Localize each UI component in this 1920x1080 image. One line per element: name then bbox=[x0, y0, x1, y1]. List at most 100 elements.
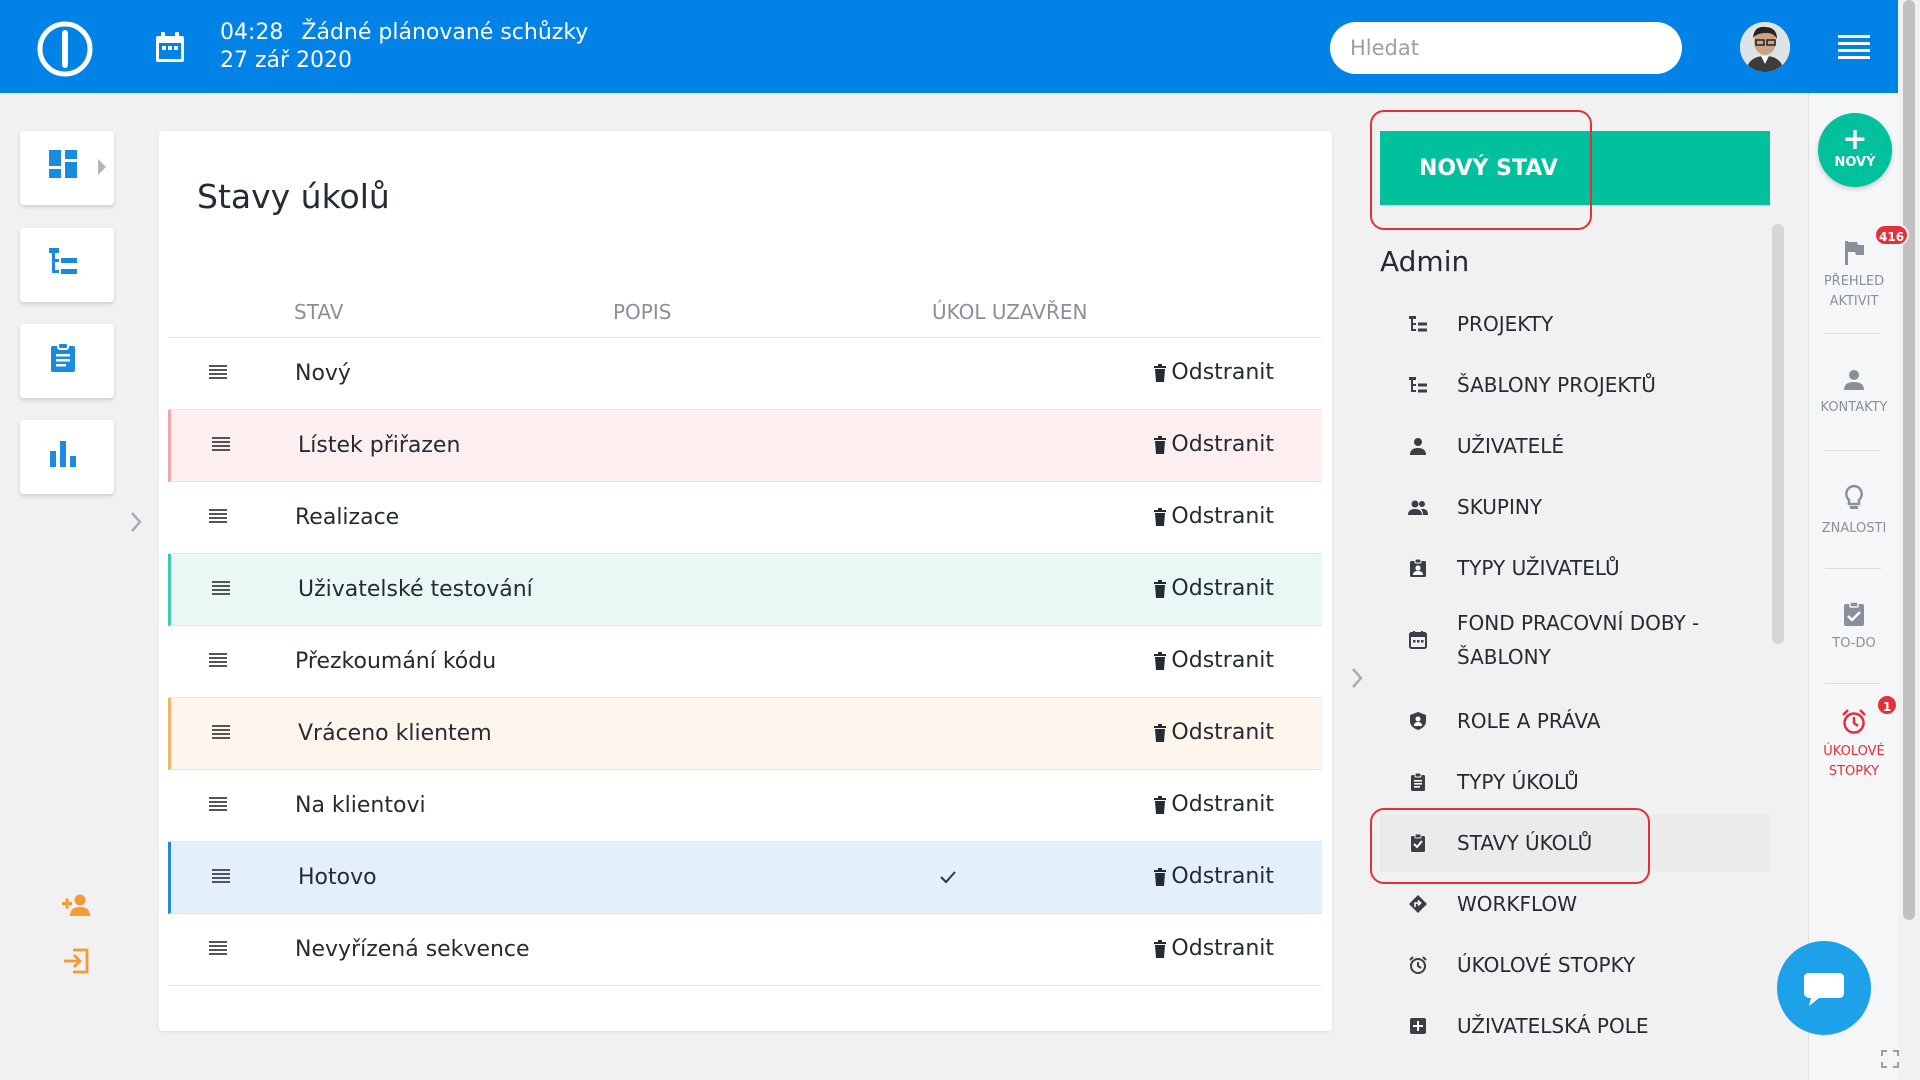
add-user-icon[interactable] bbox=[62, 893, 92, 917]
state-name[interactable]: Vráceno klientem bbox=[298, 721, 492, 746]
clipboard-icon bbox=[51, 342, 75, 372]
table-row[interactable]: Uživatelské testování Odstranit bbox=[168, 554, 1322, 626]
nav-dashboard[interactable] bbox=[20, 131, 114, 205]
admin-menu-item[interactable]: SKUPINY bbox=[1380, 478, 1769, 536]
drag-handle-icon[interactable] bbox=[208, 652, 228, 668]
admin-menu-item[interactable]: TYPY ÚKOLŮ bbox=[1380, 753, 1769, 811]
sidebar-label: TO-DO bbox=[1832, 636, 1876, 651]
drag-handle-icon[interactable] bbox=[211, 580, 231, 596]
table-row[interactable]: Hotovo Odstranit bbox=[168, 842, 1322, 914]
fullscreen-icon[interactable] bbox=[1881, 1050, 1899, 1068]
table-row[interactable]: Realizace Odstranit bbox=[168, 482, 1322, 554]
sidebar-item-todo[interactable]: TO-DO bbox=[1810, 600, 1898, 654]
table-row[interactable]: Na klientovi Odstranit bbox=[168, 770, 1322, 842]
person-icon bbox=[1844, 370, 1864, 390]
state-name[interactable]: Lístek přiřazen bbox=[298, 433, 461, 458]
state-name[interactable]: Nový bbox=[295, 361, 351, 386]
nav-projects[interactable] bbox=[20, 228, 114, 302]
search-input[interactable] bbox=[1330, 22, 1682, 74]
table-row[interactable]: Přezkoumání kódu Odstranit bbox=[168, 626, 1322, 698]
state-name[interactable]: Na klientovi bbox=[295, 793, 426, 818]
state-name[interactable]: Přezkoumání kódu bbox=[295, 649, 497, 674]
delete-button[interactable]: Odstranit bbox=[1153, 792, 1274, 817]
highlight-annotation bbox=[1370, 110, 1592, 230]
page-scrollbar[interactable] bbox=[1898, 0, 1920, 1080]
drag-handle-icon[interactable] bbox=[211, 436, 231, 452]
column-header-task-closed[interactable]: ÚKOL UZAVŘEN bbox=[932, 300, 1088, 324]
delete-button[interactable]: Odstranit bbox=[1153, 576, 1274, 601]
state-name[interactable]: Nevyřízená sekvence bbox=[295, 937, 530, 962]
trash-icon bbox=[1154, 507, 1167, 526]
nav-reports[interactable] bbox=[20, 420, 114, 494]
collapse-panel-chevron-icon[interactable] bbox=[1349, 666, 1365, 690]
admin-menu-item[interactable]: UŽIVATELÉ bbox=[1380, 417, 1769, 475]
trash-icon bbox=[1154, 795, 1167, 814]
drag-handle-icon[interactable] bbox=[208, 508, 228, 524]
new-state-button[interactable]: NOVÝ STAV bbox=[1380, 131, 1770, 205]
table-row[interactable]: Lístek přiřazen Odstranit bbox=[168, 410, 1322, 482]
admin-menu-item[interactable]: FOND PRACOVNÍ DOBY - ŠABLONY bbox=[1380, 600, 1769, 680]
expand-sidebar-chevron-icon[interactable] bbox=[128, 510, 144, 534]
admin-menu-item[interactable]: ROLE A PRÁVA bbox=[1380, 692, 1769, 750]
delete-button[interactable]: Odstranit bbox=[1153, 720, 1274, 745]
state-name[interactable]: Hotovo bbox=[298, 865, 377, 890]
meeting-status[interactable]: 04:28 Žádné plánované schůzky bbox=[220, 20, 588, 45]
menu-item-label: STAVY ÚKOLŮ bbox=[1457, 831, 1593, 855]
user-avatar[interactable] bbox=[1740, 22, 1790, 72]
delete-button[interactable]: Odstranit bbox=[1153, 504, 1274, 529]
menu-item-label: TYPY UŽIVATELŮ bbox=[1457, 556, 1620, 580]
admin-menu-item[interactable]: STAVY ÚKOLŮ bbox=[1380, 814, 1769, 872]
state-name[interactable]: Uživatelské testování bbox=[298, 577, 533, 602]
menu-item-label: TYPY ÚKOLŮ bbox=[1457, 770, 1579, 794]
sidebar-item-knowledge[interactable]: ZNALOSTI bbox=[1810, 483, 1898, 539]
table-row[interactable]: Nevyřízená sekvence Odstranit bbox=[168, 914, 1322, 986]
page-scrollbar-thumb[interactable] bbox=[1903, 0, 1915, 920]
delete-button[interactable]: Odstranit bbox=[1153, 360, 1274, 385]
drag-handle-icon[interactable] bbox=[208, 796, 228, 812]
admin-menu-item[interactable]: TYPY UŽIVATELŮ bbox=[1380, 539, 1769, 597]
admin-menu-item[interactable]: ÚKOLOVÉ STOPKY bbox=[1380, 936, 1769, 994]
admin-menu-item[interactable]: PROJEKTY bbox=[1380, 295, 1769, 353]
column-header-description[interactable]: POPIS bbox=[613, 300, 672, 324]
delete-button[interactable]: Odstranit bbox=[1153, 432, 1274, 457]
right-sidebar bbox=[1808, 93, 1898, 1080]
delete-button[interactable]: Odstranit bbox=[1153, 864, 1274, 889]
admin-menu-item[interactable]: WORKFLOW bbox=[1380, 875, 1769, 933]
delete-button[interactable]: Odstranit bbox=[1153, 648, 1274, 673]
project-tree-icon bbox=[49, 248, 77, 274]
app-logo-icon[interactable] bbox=[36, 20, 94, 78]
state-name[interactable]: Realizace bbox=[295, 505, 400, 530]
sidebar-item-activity[interactable]: PŘEHLED AKTIVIT bbox=[1810, 238, 1898, 312]
column-header-state[interactable]: STAV bbox=[294, 300, 344, 324]
admin-menu-item[interactable]: UŽIVATELSKÁ POLE bbox=[1380, 997, 1769, 1055]
drag-handle-icon[interactable] bbox=[208, 940, 228, 956]
todo-icon bbox=[1844, 601, 1864, 626]
login-icon[interactable] bbox=[62, 948, 90, 974]
activity-count-badge: 416 bbox=[1874, 224, 1910, 246]
trash-icon bbox=[1154, 579, 1167, 598]
sidebar-label: PŘEHLED AKTIVIT bbox=[1823, 274, 1885, 309]
nav-tasks[interactable] bbox=[20, 324, 114, 398]
sidebar-label: ÚKOLOVÉ STOPKY bbox=[1823, 744, 1885, 779]
drag-handle-icon[interactable] bbox=[211, 868, 231, 884]
user-icon bbox=[1410, 438, 1426, 455]
delete-label: Odstranit bbox=[1171, 792, 1274, 817]
hamburger-menu-icon[interactable] bbox=[1838, 33, 1870, 61]
drag-handle-icon[interactable] bbox=[208, 364, 228, 380]
sidebar-divider bbox=[1825, 683, 1881, 684]
menu-item-label: WORKFLOW bbox=[1457, 892, 1577, 916]
sidebar-item-contacts[interactable]: KONTAKTY bbox=[1810, 368, 1898, 418]
chat-button[interactable] bbox=[1777, 941, 1871, 1035]
delete-button[interactable]: Odstranit bbox=[1153, 936, 1274, 961]
project-tree-icon bbox=[1409, 316, 1427, 332]
calendar-icon[interactable] bbox=[153, 31, 187, 65]
table-row[interactable]: Nový Odstranit bbox=[168, 338, 1322, 410]
admin-title: Admin bbox=[1380, 245, 1470, 278]
new-item-fab[interactable]: + NOVÝ bbox=[1818, 113, 1892, 187]
drag-handle-icon[interactable] bbox=[211, 724, 231, 740]
sidebar-item-timers[interactable]: ÚKOLOVÉ STOPKY bbox=[1810, 708, 1898, 782]
admin-menu-scrollbar[interactable] bbox=[1772, 224, 1784, 644]
admin-menu-item[interactable]: ŠABLONY PROJEKTŮ bbox=[1380, 356, 1769, 414]
menu-item-label: ROLE A PRÁVA bbox=[1457, 709, 1601, 733]
table-row[interactable]: Vráceno klientem Odstranit bbox=[168, 698, 1322, 770]
